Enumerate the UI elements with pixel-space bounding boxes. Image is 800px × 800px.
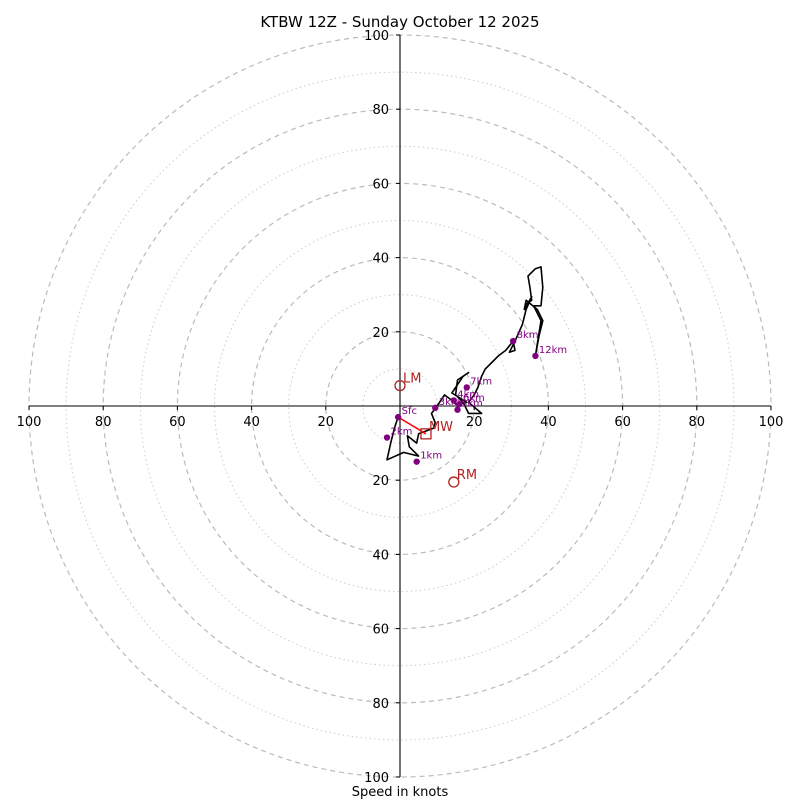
axes <box>29 35 771 777</box>
height-label-8km: 8km <box>517 330 539 341</box>
chart-title: KTBW 12Z - Sunday October 12 2025 <box>260 13 539 31</box>
height-marker-sfc <box>394 413 402 421</box>
y-tick-label: 60 <box>372 177 389 192</box>
height-label-3km: 3km <box>439 397 461 408</box>
storm-motion-group: LM MW RM <box>394 372 477 488</box>
storm-motion-marker-rm <box>448 476 460 488</box>
height-marker-1km <box>413 458 420 465</box>
x-tick-label: 20 <box>318 415 335 430</box>
height-marker-12km <box>532 352 539 360</box>
storm-motion-marker-lm <box>394 379 406 392</box>
height-marker-5km <box>454 406 461 413</box>
x-tick-label: 80 <box>689 415 706 430</box>
height-label-4km: 4km <box>457 389 479 400</box>
height-marker-6km <box>456 400 463 408</box>
height-label-1km: 1km <box>420 451 442 462</box>
x-tick-label: 100 <box>759 415 784 430</box>
y-tick-label: 60 <box>372 623 389 638</box>
height-label-6km: 6km <box>463 393 485 404</box>
height-label-12km: 12km <box>539 345 567 356</box>
storm-motion-label-rm: RM <box>457 468 477 483</box>
x-axis-label: Speed in knots <box>352 785 449 800</box>
y-tick-label: 100 <box>364 771 389 786</box>
height-marker-3km <box>432 404 439 412</box>
height-label-2km: 2km <box>391 427 413 438</box>
x-tick-label: 100 <box>17 415 42 430</box>
x-tick-label: 20 <box>466 415 483 430</box>
y-tick-label: 40 <box>372 548 389 563</box>
y-tick-label: 40 <box>372 252 389 267</box>
height-marker-4km <box>450 397 457 404</box>
height-marker-2km <box>383 434 391 441</box>
x-tick-label: 40 <box>243 415 260 430</box>
x-tick-label: 60 <box>614 415 631 430</box>
x-tick-label: 40 <box>540 415 557 430</box>
height-marker-7km <box>463 384 470 391</box>
y-tick-label: 100 <box>364 29 389 44</box>
height-label-7km: 7km <box>470 376 492 387</box>
y-tick-label: 80 <box>372 103 389 118</box>
storm-motion-label-mw: MW <box>429 420 453 435</box>
y-tick-label: 20 <box>372 474 389 489</box>
height-label-sfc: Sfc <box>402 406 417 417</box>
x-tick-label: 60 <box>169 415 186 430</box>
y-tick-label: 20 <box>372 326 389 341</box>
storm-motion-label-lm: LM <box>403 372 421 387</box>
height-label-5km: 5km <box>461 399 483 410</box>
x-tick-label: 80 <box>95 415 112 430</box>
storm-motion-marker-mw <box>420 428 432 440</box>
tick-labels: 100 80 60 40 20 20 40 60 80 100 100 80 60 40 20 20 40 60 8… <box>17 29 784 786</box>
y-tick-label: 80 <box>372 697 389 712</box>
height-marker-8km <box>509 337 517 345</box>
